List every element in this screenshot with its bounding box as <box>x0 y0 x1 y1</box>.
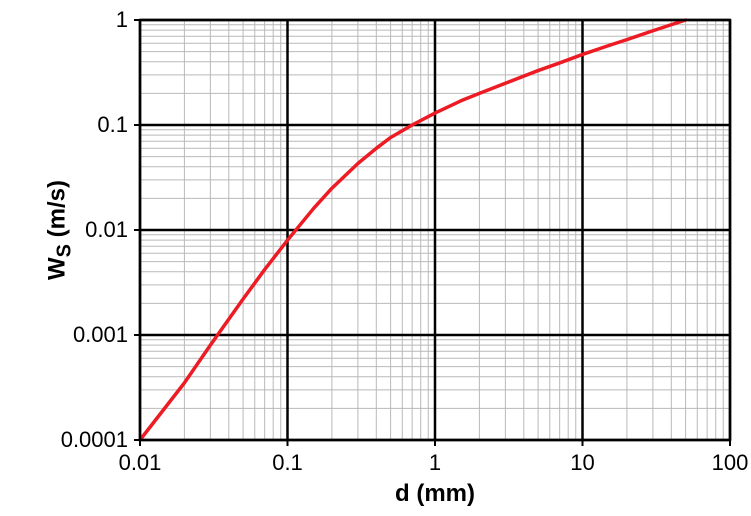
x-tick-label: 100 <box>712 450 749 476</box>
y-tick-label: 1 <box>116 7 128 33</box>
y-axis-label: WS (m/s) <box>44 180 77 280</box>
y-tick-label: 0.001 <box>73 322 128 348</box>
x-tick-label: 1 <box>429 450 441 476</box>
y-tick-label: 0.01 <box>85 217 128 243</box>
x-tick-label: 0.01 <box>119 450 162 476</box>
y-tick-label: 0.1 <box>97 112 128 138</box>
x-tick-label: 10 <box>570 450 594 476</box>
chart-container: WS (m/s) d (mm) 0.00010.0010.010.11 0.01… <box>0 0 751 516</box>
x-axis-label: d (mm) <box>395 480 475 508</box>
x-tick-label: 0.1 <box>272 450 303 476</box>
